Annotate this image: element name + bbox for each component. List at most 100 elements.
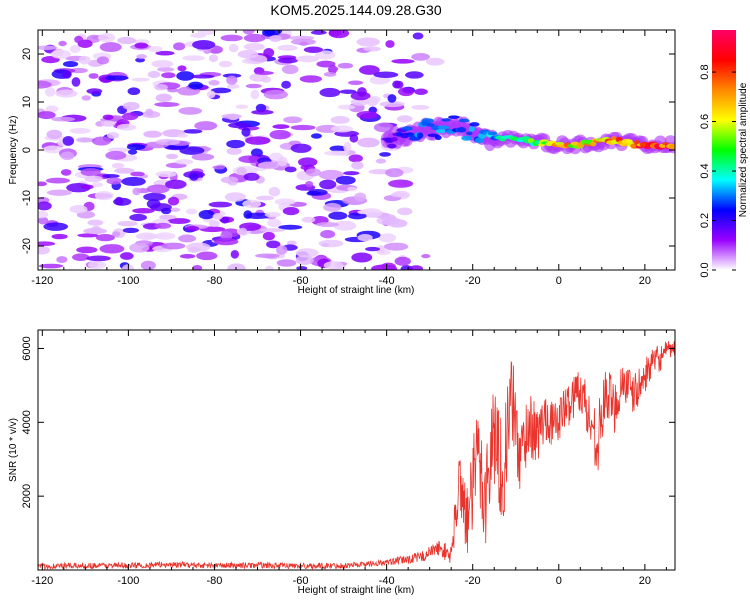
noise-blob	[387, 94, 397, 103]
noise-blob	[277, 44, 298, 51]
noise-blob	[145, 108, 154, 117]
noise-blob	[269, 129, 291, 140]
noise-blob	[78, 55, 91, 65]
noise-blob	[319, 179, 337, 190]
noise-blob	[278, 57, 299, 64]
snr-x-ticks: -120 -100 -80 -60 -40 -20 0 20	[31, 330, 667, 587]
snr-x-axis-label: Height of straight line (km)	[298, 585, 415, 596]
noise-blob	[88, 73, 99, 79]
noise-blob	[310, 30, 327, 35]
colorbar-tick-label: 0.8	[699, 64, 711, 79]
noise-blob	[90, 225, 102, 234]
noise-blob	[324, 150, 349, 156]
noise-blob	[238, 227, 248, 235]
noise-blob	[276, 259, 297, 267]
noise-blob	[94, 190, 114, 201]
noise-blob	[38, 181, 48, 187]
noise-blob	[154, 102, 180, 107]
signal-blob	[437, 125, 450, 130]
noise-blob	[130, 171, 145, 177]
noise-blob	[129, 242, 150, 253]
noise-blob	[224, 192, 246, 202]
noise-blob	[363, 46, 381, 52]
noise-blob	[306, 191, 321, 196]
noise-blob	[167, 218, 191, 224]
noise-blob	[305, 180, 314, 188]
noise-blob	[337, 62, 354, 69]
snr-x-tick-label: -80	[207, 575, 223, 587]
signal-blob	[401, 126, 413, 131]
noise-blob	[175, 159, 194, 165]
noise-blob	[55, 89, 78, 98]
noise-blob	[191, 153, 215, 161]
noise-blob	[69, 127, 91, 134]
noise-blob	[227, 83, 240, 89]
noise-blob	[351, 252, 373, 263]
signal-blob	[434, 135, 442, 141]
noise-blob	[60, 151, 75, 161]
noise-blob	[167, 196, 180, 206]
noise-blob	[245, 83, 262, 89]
noise-blob	[38, 111, 56, 120]
noise-blob	[323, 261, 344, 270]
noise-blob	[38, 241, 56, 247]
noise-blob	[212, 212, 223, 220]
noise-blob	[161, 242, 186, 250]
noise-blob	[220, 231, 233, 241]
noise-blob	[102, 174, 120, 179]
noise-blob	[228, 122, 251, 129]
spectrogram-x-tick-label: 0	[556, 275, 562, 287]
noise-blob	[155, 50, 175, 56]
noise-blob	[375, 158, 387, 164]
snr-x-tick-label: -60	[293, 575, 309, 587]
noise-blob	[84, 175, 103, 183]
noise-blob	[409, 265, 424, 270]
noise-blob	[301, 216, 316, 223]
noise-blob	[333, 220, 357, 231]
signal-blob	[416, 132, 424, 139]
noise-blob	[243, 33, 266, 43]
noise-blob	[117, 220, 138, 227]
spectrogram-x-tick-label: -60	[293, 275, 309, 287]
noise-blob	[281, 64, 299, 75]
noise-blob	[221, 113, 242, 120]
noise-blob	[155, 171, 177, 178]
noise-blob	[263, 89, 288, 100]
noise-blob	[44, 87, 56, 97]
noise-blob	[129, 213, 147, 222]
noise-blob	[218, 60, 232, 68]
noise-blob	[394, 256, 411, 266]
noise-blob	[43, 222, 69, 231]
colorbar-tick-label: 0.0	[699, 262, 711, 277]
noise-blob	[255, 253, 280, 259]
noise-blob	[331, 125, 354, 133]
noise-blob	[266, 240, 281, 249]
noise-blob	[337, 104, 356, 110]
noise-blob	[319, 87, 341, 98]
noise-blob	[155, 232, 176, 240]
spectrogram-y-tick-label: -10	[21, 190, 33, 206]
noise-blob	[208, 220, 220, 227]
noise-blob	[381, 262, 396, 270]
noise-blob	[173, 42, 186, 51]
noise-blob	[359, 65, 380, 75]
noise-blob	[69, 205, 88, 214]
noise-blob	[210, 87, 232, 94]
signal-blob	[475, 137, 485, 144]
noise-blob	[335, 175, 356, 185]
noise-blob	[283, 116, 303, 124]
noise-blob	[147, 46, 163, 53]
signal-blob	[390, 137, 398, 142]
spectrogram-x-tick-label: 20	[639, 275, 651, 287]
noise-blob	[127, 87, 141, 96]
noise-blob	[245, 54, 268, 64]
noise-blob	[227, 263, 246, 270]
noise-blob	[196, 251, 218, 261]
noise-blob	[106, 177, 122, 185]
spectrogram-x-tick-label: -80	[207, 275, 223, 287]
noise-blob	[350, 91, 371, 101]
snr-series-line	[38, 341, 675, 570]
noise-blob	[212, 165, 226, 170]
noise-blob	[421, 254, 431, 259]
